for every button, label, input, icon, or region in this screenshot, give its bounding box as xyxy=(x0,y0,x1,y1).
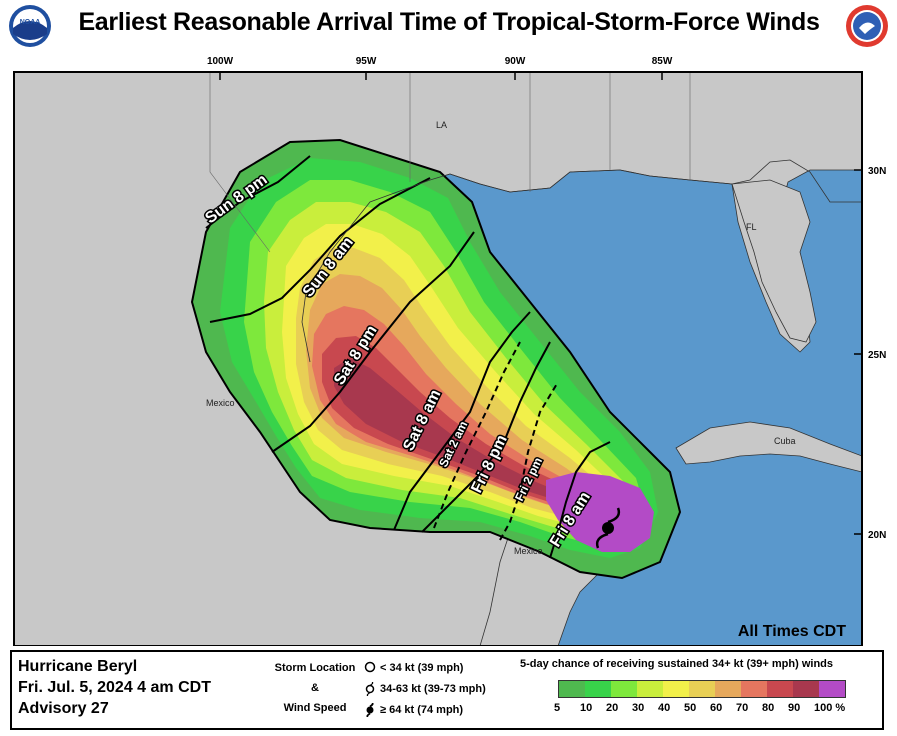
storm-name: Hurricane Beryl xyxy=(18,658,138,675)
place-label-fl: FL xyxy=(746,222,757,232)
tick-marks xyxy=(219,72,862,535)
place-label-mexico: Mexico xyxy=(206,398,235,408)
lon-label: 90W xyxy=(505,56,526,67)
line-sat-8pm xyxy=(271,231,475,453)
legend-swatch xyxy=(611,681,637,697)
map: 100W 95W 90W 85W 30N 25N 20N LA FL Mexic… xyxy=(10,52,894,647)
all-times-note: All Times CDT xyxy=(738,623,846,640)
open-circle-icon xyxy=(364,661,376,673)
swath-100pct xyxy=(546,472,654,552)
legend-value: 80 xyxy=(762,702,775,714)
symbol-ge64-label: ≥ 64 kt (74 mph) xyxy=(380,704,464,716)
probability-color-bar xyxy=(558,680,846,698)
place-labels: LA FL Mexico Mexico Cuba xyxy=(206,120,796,556)
legend-swatch xyxy=(819,681,845,697)
legend-swatch xyxy=(585,681,611,697)
symbol-lt34-label: < 34 kt (39 mph) xyxy=(380,662,464,674)
symbol-legend: < 34 kt (39 mph) 34-63 kt (39-73 mph) ≥ … xyxy=(364,658,486,721)
legend-swatch xyxy=(663,681,689,697)
hurricane-symbol-icon xyxy=(595,507,621,549)
lon-labels: 100W 95W 90W 85W xyxy=(207,56,673,67)
line-fri-2pm xyxy=(499,381,559,541)
legend-swatch xyxy=(637,681,663,697)
map-canvas: 100W 95W 90W 85W 30N 25N 20N LA FL Mexic… xyxy=(13,56,886,647)
lat-label: 25N xyxy=(868,350,886,361)
hurricane-icon xyxy=(366,703,374,717)
legend-swatch xyxy=(559,681,585,697)
symbol-lt34-row: < 34 kt (39 mph) xyxy=(364,658,486,679)
land-cuba xyxy=(675,421,862,473)
line-fri-8pm xyxy=(421,341,551,533)
lon-label: 100W xyxy=(207,56,234,67)
lon-label: 95W xyxy=(356,56,377,67)
ampersand-label: & xyxy=(311,682,319,694)
legend-value: 40 xyxy=(658,702,671,714)
line-sat-8am xyxy=(393,311,531,531)
legend-swatch xyxy=(741,681,767,697)
date-time: Fri. Jul. 5, 2024 4 am CDT xyxy=(18,679,211,696)
lat-labels: 30N 25N 20N xyxy=(868,166,886,541)
lon-label: 85W xyxy=(652,56,673,67)
tropical-storm-icon xyxy=(365,682,375,696)
arrival-time-lines xyxy=(205,155,611,559)
legend-value: 10 xyxy=(580,702,593,714)
legend-swatch xyxy=(715,681,741,697)
legend-value: 70 xyxy=(736,702,749,714)
footer: Hurricane Beryl Fri. Jul. 5, 2024 4 am C… xyxy=(10,650,884,730)
place-label-la: LA xyxy=(436,120,447,130)
storm-location-label-group: Storm Location & Wind Speed xyxy=(260,658,370,718)
page-title: Earliest Reasonable Arrival Time of Trop… xyxy=(78,8,820,36)
line-sun-8pm xyxy=(205,155,311,229)
line-fri-8am xyxy=(549,441,611,559)
land-florida xyxy=(731,179,817,343)
advisory: Advisory 27 xyxy=(18,700,109,717)
symbol-34-63-label: 34-63 kt (39-73 mph) xyxy=(380,683,486,695)
legend-swatch xyxy=(767,681,793,697)
legend-value: 60 xyxy=(710,702,723,714)
line-sat-2am xyxy=(433,341,521,529)
legend-swatch xyxy=(793,681,819,697)
nws-logo-icon xyxy=(846,5,888,47)
place-label-cuba: Cuba xyxy=(774,436,796,446)
lat-label: 30N xyxy=(868,166,886,177)
legend-value: 100 % xyxy=(814,702,846,714)
wind-speed-label: Wind Speed xyxy=(283,702,347,714)
legend-value: 90 xyxy=(788,702,801,714)
symbol-ge64-row: ≥ 64 kt (74 mph) xyxy=(364,700,486,721)
storm-info: Hurricane Beryl Fri. Jul. 5, 2024 4 am C… xyxy=(18,656,211,719)
svg-text:NOAA: NOAA xyxy=(20,19,41,26)
swath-80pct xyxy=(322,336,596,508)
swath-90pct xyxy=(334,358,570,502)
legend-swatch xyxy=(689,681,715,697)
header: NOAA Earliest Reasonable Arrival Time of… xyxy=(0,0,897,52)
line-sun-8am xyxy=(209,177,431,323)
coastline-gulf xyxy=(301,169,733,363)
probability-labels: 5 10 20 30 40 50 60 70 80 90 100 % xyxy=(550,702,860,718)
legend-value: 20 xyxy=(606,702,619,714)
legend-value: 30 xyxy=(632,702,645,714)
symbol-34-63-row: 34-63 kt (39-73 mph) xyxy=(364,679,486,700)
legend-title: 5-day chance of receiving sustained 34+ … xyxy=(520,658,833,670)
legend-value: 5 xyxy=(554,702,561,714)
storm-location-label: Storm Location xyxy=(274,662,356,674)
lat-label: 20N xyxy=(868,530,886,541)
legend-value: 50 xyxy=(684,702,697,714)
state-borders xyxy=(209,72,691,253)
place-label-mexico2: Mexico xyxy=(514,546,543,556)
noaa-logo-icon: NOAA xyxy=(9,5,51,47)
